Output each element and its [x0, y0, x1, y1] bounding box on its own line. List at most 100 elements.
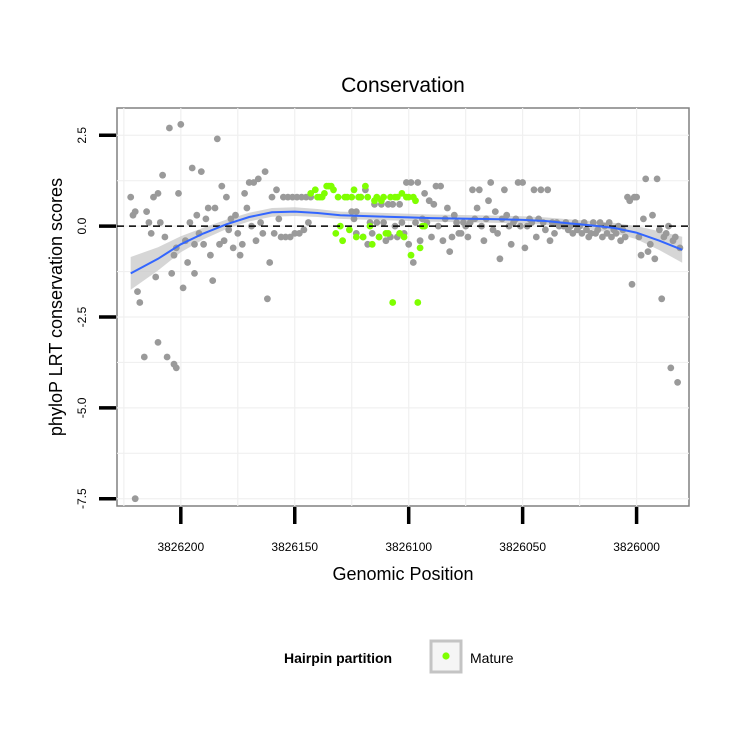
data-point-mature — [357, 193, 365, 201]
data-point — [551, 230, 558, 237]
data-point-mature — [389, 299, 397, 306]
data-point — [416, 237, 424, 245]
data-point — [503, 211, 511, 219]
data-point — [150, 193, 157, 201]
data-point — [656, 226, 663, 234]
data-point — [234, 230, 242, 237]
data-point — [453, 219, 460, 226]
data-point-mature — [380, 193, 387, 201]
y-tick-label: -5.0 — [75, 397, 89, 418]
data-point — [412, 219, 419, 226]
data-point-mature — [352, 233, 360, 241]
data-point — [398, 219, 406, 226]
data-point — [599, 233, 606, 241]
data-point-mature — [368, 240, 376, 248]
smooth-trend-line — [130, 210, 683, 275]
data-point — [352, 208, 360, 216]
data-point — [594, 226, 602, 234]
data-point — [637, 251, 645, 259]
data-point — [653, 175, 661, 183]
y-tick-label: 2.5 — [75, 127, 89, 144]
data-point — [674, 379, 681, 386]
data-point — [223, 193, 230, 201]
data-point — [145, 219, 153, 226]
data-point — [252, 237, 260, 245]
y-axis: -7.5 -5.0 -2.5 0.0 2.5 — [75, 127, 116, 509]
data-point — [243, 204, 251, 212]
data-point — [250, 179, 258, 186]
data-point — [168, 270, 176, 277]
data-point-mature — [364, 193, 372, 201]
data-points-layer — [127, 121, 684, 503]
data-point-mature — [398, 190, 406, 197]
data-point — [489, 226, 497, 234]
data-point — [658, 295, 666, 303]
data-point — [396, 200, 403, 208]
data-point — [464, 233, 472, 241]
data-point — [578, 230, 586, 237]
plot-panel — [116, 107, 690, 507]
data-point-mature — [412, 197, 419, 205]
data-point — [589, 219, 597, 226]
data-point-mature — [384, 230, 392, 237]
data-point — [154, 339, 162, 346]
series-other-points — [127, 121, 684, 503]
data-point — [475, 186, 483, 194]
data-point — [626, 197, 634, 205]
data-point — [651, 255, 659, 263]
data-point — [494, 230, 501, 237]
data-point — [191, 270, 198, 277]
data-point — [152, 273, 160, 281]
x-tick-label: 3826150 — [271, 540, 318, 554]
data-point — [259, 230, 267, 237]
data-point — [227, 215, 235, 223]
data-point-mature — [311, 186, 319, 194]
data-point — [264, 295, 271, 303]
data-point — [163, 353, 171, 361]
data-point — [211, 204, 219, 212]
plot-background — [116, 107, 690, 507]
data-point — [642, 175, 650, 183]
y-axis-title: phyloP LRT conservation scores — [46, 178, 66, 436]
data-point — [633, 193, 640, 201]
data-point — [236, 251, 244, 259]
data-point — [405, 240, 413, 248]
data-point — [197, 168, 205, 176]
data-point — [380, 219, 387, 226]
data-point — [487, 179, 495, 186]
data-point-mature — [336, 222, 344, 230]
data-point — [220, 237, 228, 245]
data-point — [257, 219, 264, 226]
data-point — [507, 240, 515, 248]
data-point — [286, 233, 294, 241]
data-point — [154, 190, 162, 197]
legend-key-mature — [442, 652, 450, 660]
data-point — [457, 230, 465, 237]
data-point — [414, 179, 422, 186]
data-point — [596, 219, 604, 226]
data-point — [229, 244, 237, 252]
data-point-mature — [400, 233, 408, 241]
data-point — [530, 186, 538, 194]
data-point — [143, 208, 151, 216]
data-point — [134, 288, 141, 295]
data-point — [204, 204, 212, 212]
data-point — [131, 495, 139, 503]
data-point — [266, 259, 274, 266]
data-point — [496, 255, 504, 263]
data-point — [469, 186, 476, 194]
data-point — [444, 204, 451, 212]
data-point — [254, 175, 262, 183]
data-point — [671, 233, 679, 241]
data-point — [216, 240, 223, 248]
data-point — [218, 182, 226, 190]
data-point — [544, 186, 552, 194]
data-point — [188, 164, 196, 172]
data-point — [261, 168, 269, 176]
data-point — [131, 208, 139, 216]
data-point — [407, 179, 415, 186]
data-point — [193, 211, 201, 219]
data-point — [517, 222, 524, 230]
data-point — [295, 230, 303, 237]
